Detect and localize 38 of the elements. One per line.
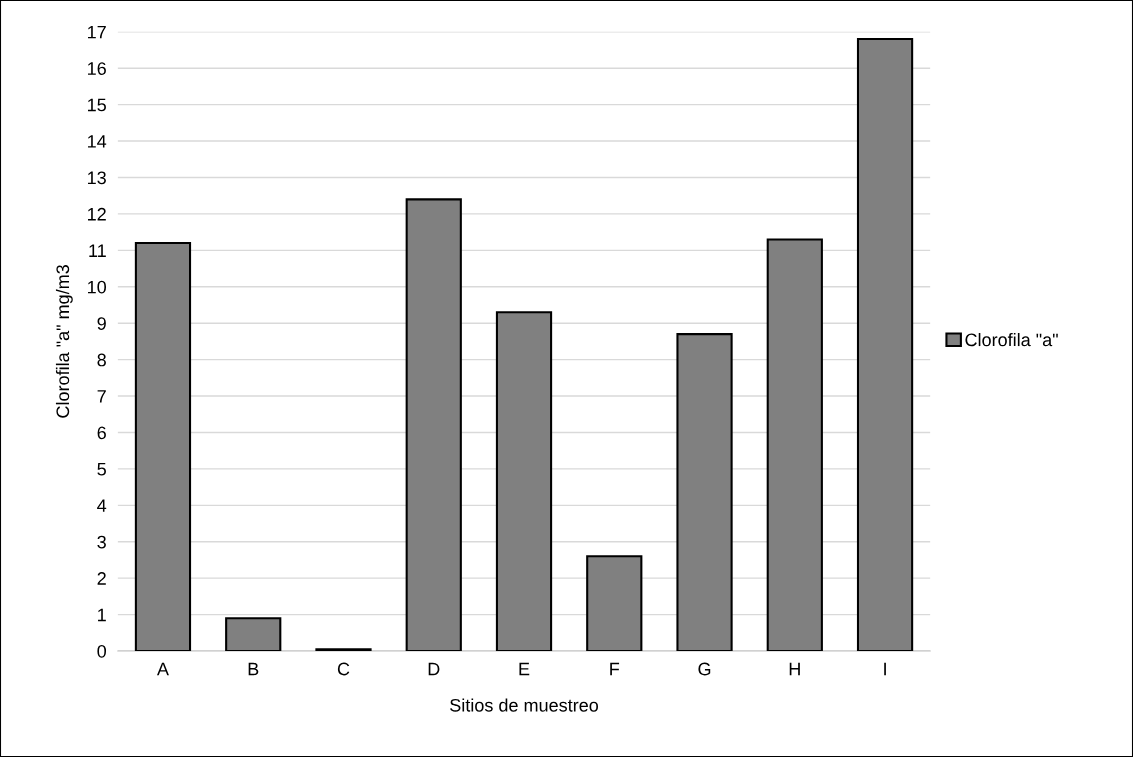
x-tick-label: A — [156, 662, 169, 676]
bar — [225, 617, 282, 652]
x-tick-label: B — [248, 662, 259, 676]
y-tick-label: 2 — [97, 572, 106, 585]
y-tick-label: 5 — [97, 463, 106, 476]
bar — [856, 38, 914, 652]
y-tick-label: 16 — [88, 62, 106, 75]
y-tick-label: 8 — [97, 353, 106, 367]
y-tick-label: 15 — [88, 98, 106, 112]
y-tick-label: 13 — [88, 171, 106, 185]
y-tick-label: 17 — [88, 25, 106, 39]
x-axis-title: Sitios de muestreo — [450, 698, 599, 712]
y-tick-label: 11 — [89, 244, 106, 257]
bar — [495, 311, 553, 652]
x-tick-label: D — [428, 662, 440, 676]
y-tick-label: 10 — [88, 280, 107, 294]
y-tick-label: 7 — [97, 390, 106, 403]
y-tick-label: 6 — [97, 426, 106, 440]
bar — [766, 238, 823, 652]
y-tick-label: 4 — [97, 499, 107, 512]
y-tick-label: 9 — [97, 317, 106, 330]
x-tick-label: G — [698, 662, 711, 676]
legend-label: Clorofila "a" — [965, 332, 1058, 347]
x-tick-label: F — [610, 662, 620, 676]
y-tick-label: 3 — [97, 535, 106, 549]
bar — [405, 198, 462, 652]
y-axis-title: Clorofila "a" mg/m3 — [55, 265, 73, 418]
bar — [586, 555, 643, 652]
x-tick-label: H — [789, 662, 800, 676]
bar — [134, 242, 192, 652]
x-tick-label: E — [519, 662, 530, 676]
x-tick-label: I — [884, 662, 886, 676]
bar — [676, 333, 733, 652]
x-tick-label: C — [337, 662, 350, 676]
y-tick-label: 14 — [88, 135, 107, 148]
y-tick-label: 0 — [97, 644, 107, 658]
y-tick-label: 1 — [98, 608, 106, 622]
y-tick-label: 12 — [88, 207, 106, 221]
